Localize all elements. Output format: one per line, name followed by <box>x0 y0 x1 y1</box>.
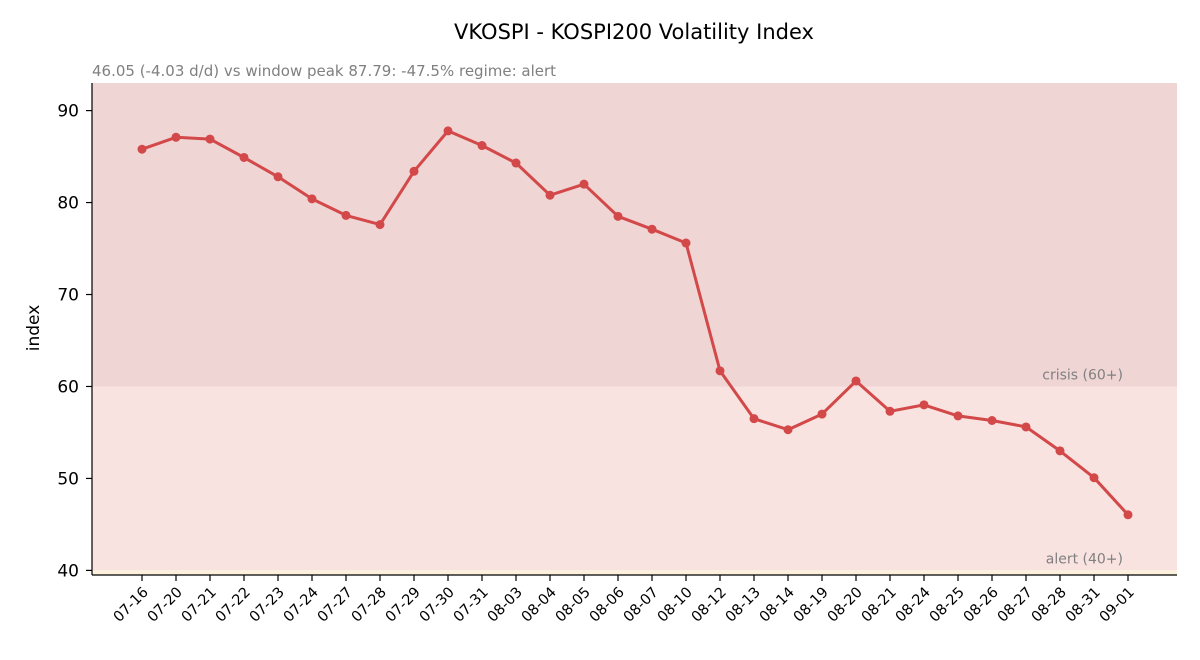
data-point <box>341 210 351 220</box>
data-point <box>443 126 453 136</box>
data-point <box>545 190 555 200</box>
x-tick-label: 08-03 <box>485 585 526 626</box>
series-line <box>140 129 1130 517</box>
data-point <box>885 406 895 416</box>
x-tick-label: 08-31 <box>1063 585 1104 626</box>
x-tick-label: 07-31 <box>451 585 492 626</box>
series-line-layer <box>140 129 1130 517</box>
regime-band-label: crisis (60+) <box>1042 367 1123 383</box>
data-point <box>647 224 657 234</box>
x-tick-label: 08-06 <box>587 585 628 626</box>
data-point <box>817 409 827 419</box>
x-tick-label: 07-20 <box>145 585 186 626</box>
x-tick-label: 07-22 <box>213 585 254 626</box>
data-point <box>1123 510 1133 520</box>
y-tick-label: 60 <box>57 377 79 397</box>
x-tick-label: 07-27 <box>315 585 356 626</box>
y-tick-label: 90 <box>57 102 79 122</box>
data-point <box>205 134 215 144</box>
data-point <box>715 366 725 376</box>
x-tick-label: 08-04 <box>519 585 560 626</box>
y-tick-label: 70 <box>57 286 79 306</box>
x-tick-label: 08-10 <box>655 585 696 626</box>
data-points <box>137 126 1133 520</box>
data-point <box>511 158 521 168</box>
data-point <box>851 376 861 386</box>
data-point <box>239 152 249 162</box>
data-point <box>477 141 487 151</box>
data-point <box>783 425 793 435</box>
y-tick-label: 80 <box>57 194 79 214</box>
y-axis-label: index <box>24 305 44 352</box>
x-tick-label: 09-01 <box>1097 585 1138 626</box>
chart-subtitle: 46.05 (-4.03 d/d) vs window peak 87.79: … <box>92 62 556 80</box>
data-point <box>375 220 385 230</box>
x-tick-label: 07-24 <box>281 585 322 626</box>
x-tick-label: 08-20 <box>825 585 866 626</box>
x-tick-label: 08-07 <box>621 585 662 626</box>
regime-band <box>92 570 1177 575</box>
data-point <box>307 194 317 204</box>
data-point <box>1089 473 1099 483</box>
data-point <box>681 238 691 248</box>
data-point <box>137 144 147 154</box>
x-tick-label: 07-28 <box>349 585 390 626</box>
regime-band <box>92 83 1177 387</box>
data-point <box>273 172 283 182</box>
regime-band <box>92 386 1177 571</box>
data-point <box>749 414 759 424</box>
x-tick-label: 07-23 <box>247 585 288 626</box>
y-tick-label: 50 <box>57 469 79 489</box>
data-point <box>613 211 623 221</box>
x-tick-label: 07-29 <box>383 585 424 626</box>
data-point <box>987 416 997 426</box>
data-point <box>1021 422 1031 432</box>
x-tick-label: 08-27 <box>995 585 1036 626</box>
x-tick-label: 08-28 <box>1029 585 1070 626</box>
x-tick-label: 07-21 <box>179 585 220 626</box>
x-tick-label: 08-26 <box>961 585 1002 626</box>
x-tick-label: 08-24 <box>893 585 934 626</box>
regime-band-label: alert (40+) <box>1046 551 1123 567</box>
x-tick-label: 07-30 <box>417 585 458 626</box>
x-tick-label: 08-25 <box>927 585 968 626</box>
data-point <box>1055 446 1065 456</box>
x-tick-label: 07-16 <box>111 585 152 626</box>
x-tick-label: 08-21 <box>859 585 900 626</box>
data-point <box>919 400 929 410</box>
x-tick-label: 08-19 <box>791 585 832 626</box>
data-point <box>171 132 181 142</box>
x-tick-label: 08-14 <box>757 585 798 626</box>
x-tick-label: 08-05 <box>553 585 594 626</box>
chart-title: VKOSPI - KOSPI200 Volatility Index <box>454 20 814 44</box>
regime-bands: crisis (60+) alert (40+) <box>92 83 1177 575</box>
x-tick-label: 08-13 <box>723 585 764 626</box>
data-point <box>409 166 419 176</box>
x-tick-label: 08-12 <box>689 585 730 626</box>
y-tick-label: 40 <box>57 561 79 581</box>
data-point <box>579 179 589 189</box>
data-point <box>953 411 963 421</box>
